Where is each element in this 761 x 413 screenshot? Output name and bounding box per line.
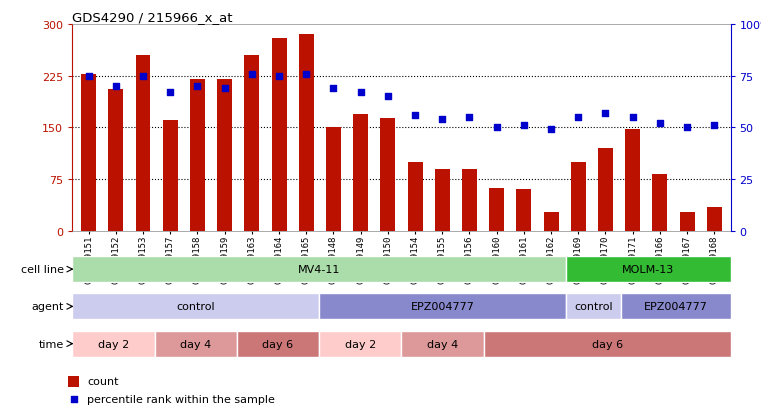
Point: [517, 123, 530, 129]
Point: [164, 90, 177, 96]
Point: [355, 90, 367, 96]
Point: [68, 395, 80, 402]
Bar: [108, 90, 123, 231]
Bar: [571, 162, 586, 231]
Bar: [72, 256, 566, 282]
Point: [137, 73, 149, 80]
Text: day 2: day 2: [98, 339, 129, 349]
Point: [572, 114, 584, 121]
Point: [626, 114, 638, 121]
Bar: [402, 331, 484, 357]
Bar: [566, 294, 621, 320]
Point: [654, 121, 666, 127]
Text: day 4: day 4: [427, 339, 458, 349]
Bar: [72, 331, 154, 357]
Bar: [489, 189, 504, 231]
Bar: [353, 114, 368, 231]
Bar: [81, 74, 96, 231]
Text: day 4: day 4: [180, 339, 212, 349]
Bar: [326, 128, 341, 231]
Bar: [408, 162, 422, 231]
Bar: [237, 331, 319, 357]
Point: [110, 83, 122, 90]
Text: EPZ004777: EPZ004777: [411, 301, 475, 312]
Text: day 2: day 2: [345, 339, 376, 349]
Text: MOLM-13: MOLM-13: [622, 264, 674, 275]
Point: [273, 73, 285, 80]
Bar: [72, 294, 319, 320]
Bar: [68, 376, 79, 387]
Bar: [299, 35, 314, 231]
Bar: [154, 331, 237, 357]
Text: cell line: cell line: [21, 264, 64, 275]
Bar: [625, 129, 640, 231]
Point: [191, 83, 203, 90]
Text: control: control: [177, 301, 215, 312]
Text: MV4-11: MV4-11: [298, 264, 340, 275]
Bar: [380, 119, 395, 231]
Bar: [462, 169, 477, 231]
Text: percentile rank within the sample: percentile rank within the sample: [88, 394, 275, 404]
Bar: [319, 294, 566, 320]
Bar: [190, 80, 205, 231]
Point: [708, 123, 721, 129]
Bar: [484, 331, 731, 357]
Text: day 6: day 6: [591, 339, 622, 349]
Point: [246, 71, 258, 78]
Text: agent: agent: [32, 301, 64, 312]
Point: [436, 116, 448, 123]
Bar: [621, 294, 731, 320]
Text: GDS4290 / 215966_x_at: GDS4290 / 215966_x_at: [72, 11, 233, 24]
Bar: [566, 256, 731, 282]
Point: [681, 125, 693, 131]
Text: EPZ004777: EPZ004777: [644, 301, 708, 312]
Bar: [680, 212, 695, 231]
Bar: [135, 56, 151, 231]
Bar: [319, 331, 402, 357]
Bar: [217, 80, 232, 231]
Point: [82, 73, 94, 80]
Point: [409, 112, 421, 119]
Text: day 6: day 6: [263, 339, 294, 349]
Point: [600, 110, 612, 117]
Bar: [652, 175, 667, 231]
Bar: [707, 207, 721, 231]
Text: control: control: [574, 301, 613, 312]
Point: [545, 127, 557, 133]
Bar: [543, 212, 559, 231]
Text: time: time: [39, 339, 64, 349]
Point: [300, 71, 312, 78]
Bar: [163, 121, 178, 231]
Point: [491, 125, 503, 131]
Bar: [435, 169, 450, 231]
Bar: [244, 56, 260, 231]
Bar: [272, 38, 286, 231]
Bar: [598, 149, 613, 231]
Text: count: count: [88, 377, 119, 387]
Point: [327, 85, 339, 92]
Bar: [517, 190, 531, 231]
Point: [218, 85, 231, 92]
Point: [382, 94, 394, 100]
Point: [463, 114, 476, 121]
